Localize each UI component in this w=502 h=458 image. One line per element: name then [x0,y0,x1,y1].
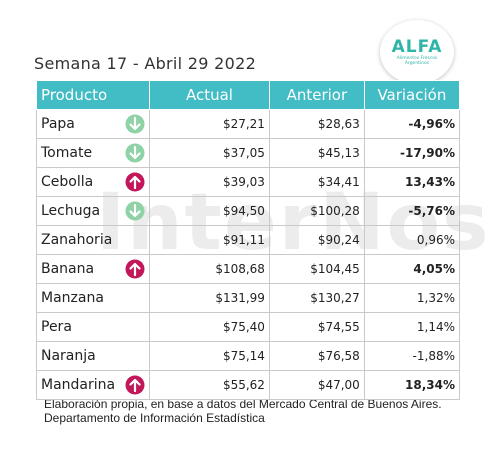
footer-line-1: Elaboración propia, en base a datos del … [44,397,442,411]
product-cell: Banana [36,254,150,284]
product-cell: Manzana [36,283,150,313]
actual-price-cell: $91,11 [149,225,270,255]
actual-price-cell: $39,03 [149,167,270,197]
previous-price-cell: $45,13 [268,138,365,168]
product-cell: Lechuga [36,196,150,226]
table-row: Naranja $75,14 $76,58 -1,88% [36,341,461,371]
arrow-up-circle-icon [125,259,145,279]
variation-cell: -1,88% [363,341,461,371]
footer-note: Elaboración propia, en base a datos del … [44,397,442,425]
arrow-up-circle-icon [125,172,145,192]
product-name: Mandarina [41,377,116,393]
product-name: Banana [41,261,95,277]
column-header-actual: Actual [149,80,270,110]
arrow-down-circle-icon [125,201,145,221]
actual-price-cell: $131,99 [149,283,270,313]
product-name: Zanahoria [41,232,113,248]
previous-price-cell: $28,63 [268,109,365,139]
actual-price-cell: $55,62 [149,370,270,400]
product-cell: Naranja [36,341,150,371]
previous-price-cell: $34,41 [268,167,365,197]
arrow-down-circle-icon [125,114,145,134]
variation-cell: 18,34% [363,370,461,400]
column-header-variacion: Variación [363,80,461,110]
previous-price-cell: $76,58 [268,341,365,371]
price-table: Producto Actual Anterior Variación Papa $… [36,80,461,400]
page-subtitle: Semana 17 - Abril 29 2022 [34,54,257,73]
logo-subtext: Alimentos Frescos Argentinos [396,56,438,66]
previous-price-cell: $47,00 [268,370,365,400]
table-row: Lechuga $94,50 $100,28 -5,76% [36,196,461,226]
previous-price-cell: $100,28 [268,196,365,226]
logo-text: ALFA [391,37,443,57]
variation-cell: -4,96% [363,109,461,139]
product-name: Manzana [41,290,104,306]
product-name: Pera [41,319,72,335]
product-name: Papa [41,116,75,132]
actual-price-cell: $94,50 [149,196,270,226]
variation-cell: 1,32% [363,283,461,313]
product-cell: Mandarina [36,370,150,400]
table-row: Papa $27,21 $28,63 -4,96% [36,109,461,139]
actual-price-cell: $37,05 [149,138,270,168]
previous-price-cell: $130,27 [268,283,365,313]
product-cell: Cebolla [36,167,150,197]
previous-price-cell: $104,45 [268,254,365,284]
product-name: Lechuga [41,203,101,219]
table-row: Cebolla $39,03 $34,41 13,43% [36,167,461,197]
column-header-producto: Producto [36,80,150,110]
table-header-row: Producto Actual Anterior Variación [36,80,461,110]
arrow-down-circle-icon [125,143,145,163]
variation-cell: 4,05% [363,254,461,284]
table-row: Banana $108,68 $104,45 4,05% [36,254,461,284]
product-name: Naranja [41,348,96,364]
alfa-logo: ALFA Alimentos Frescos Argentinos [380,20,454,84]
actual-price-cell: $108,68 [149,254,270,284]
previous-price-cell: $74,55 [268,312,365,342]
actual-price-cell: $75,40 [149,312,270,342]
variation-cell: -17,90% [363,138,461,168]
previous-price-cell: $90,24 [268,225,365,255]
product-cell: Tomate [36,138,150,168]
product-name: Cebolla [41,174,94,190]
table-row: Mandarina $55,62 $47,00 18,34% [36,370,461,400]
product-cell: Papa [36,109,150,139]
column-header-anterior: Anterior [268,80,365,110]
variation-cell: 0,96% [363,225,461,255]
arrow-up-circle-icon [125,375,145,395]
table-row: Pera $75,40 $74,55 1,14% [36,312,461,342]
product-cell: Zanahoria [36,225,150,255]
variation-cell: -5,76% [363,196,461,226]
actual-price-cell: $27,21 [149,109,270,139]
table-row: Zanahoria $91,11 $90,24 0,96% [36,225,461,255]
product-cell: Pera [36,312,150,342]
table-row: Manzana $131,99 $130,27 1,32% [36,283,461,313]
table-row: Tomate $37,05 $45,13 -17,90% [36,138,461,168]
variation-cell: 13,43% [363,167,461,197]
variation-cell: 1,14% [363,312,461,342]
footer-line-2: Departamento de Información Estadística [44,411,265,425]
actual-price-cell: $75,14 [149,341,270,371]
product-name: Tomate [41,145,93,161]
